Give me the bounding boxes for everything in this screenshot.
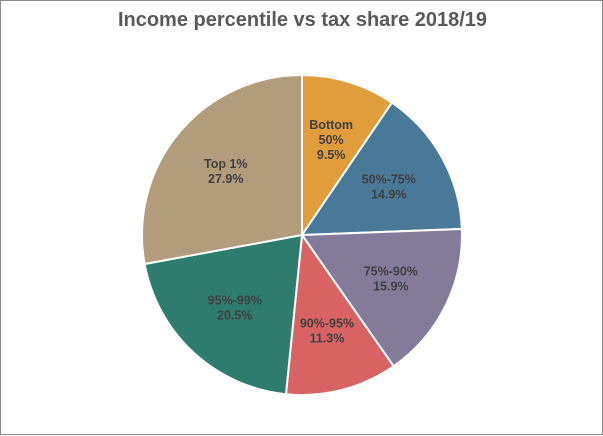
slice-label-95pct-99pct: 95%-99% 20.5%: [208, 293, 262, 322]
slice-value-label: 27.9%: [208, 172, 243, 186]
slice-category-label: 50%-75%: [362, 172, 416, 186]
slice-value-label: 9.5%: [317, 148, 346, 162]
slice-value-label: 20.5%: [217, 308, 252, 322]
slice-category-label: 75%-90%: [364, 265, 418, 279]
slice-category-label: Top 1%: [204, 157, 248, 171]
pie-slice-bottom-50pct: [301, 73, 394, 239]
pie-slice-top-1pct: [141, 73, 303, 266]
slice-label-50pct-75pct: 50%-75% 14.9%: [362, 172, 416, 201]
pie-slice-75pct-90pct: [300, 227, 463, 368]
slice-label-bottom-50pct: Bottom 50% 9.5%: [309, 118, 353, 162]
pie-slice-50pct-75pct: [300, 101, 463, 237]
slice-value-label: 15.9%: [373, 280, 408, 294]
chart-title: Income percentile vs tax share 2018/19: [117, 9, 488, 31]
slice-category-label: 90%-95%: [300, 317, 354, 331]
slice-label-75pct-90pct: 75%-90% 15.9%: [364, 265, 418, 294]
slice-value-label: 14.9%: [371, 187, 406, 201]
slice-category-label: 50%: [319, 133, 344, 147]
slice-category-label: 95%-99%: [208, 293, 262, 307]
pie-slice-90pct-95pct: [284, 232, 395, 396]
slice-category-label: Bottom: [309, 118, 353, 132]
slice-label-top-1pct: Top 1% 27.9%: [204, 157, 248, 186]
pie-slice-95pct-99pct: [143, 233, 304, 396]
slice-label-90pct-95pct: 90%-95% 11.3%: [300, 317, 354, 346]
slice-value-label: 11.3%: [310, 332, 345, 346]
